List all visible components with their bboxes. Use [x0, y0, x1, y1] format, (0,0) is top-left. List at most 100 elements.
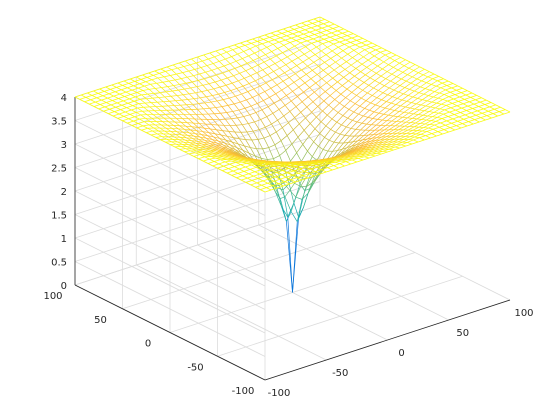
surface-mesh-segment	[118, 113, 125, 117]
surface-mesh-segment	[413, 113, 419, 115]
surface-mesh-segment	[342, 46, 350, 51]
surface-mesh	[74, 16, 511, 293]
surface-mesh-segment	[232, 170, 239, 174]
surface-mesh-segment	[240, 40, 247, 44]
surface-mesh-segment	[105, 84, 112, 88]
surface-mesh-segment	[225, 56, 232, 60]
surface-mesh-segment	[365, 74, 371, 79]
surface-mesh-segment	[439, 89, 446, 94]
surface-mesh-segment	[337, 30, 343, 34]
surface-mesh-segment	[257, 139, 263, 150]
surface-mesh-segment	[355, 63, 363, 69]
surface-mesh-segment	[133, 100, 140, 104]
surface-mesh-segment	[333, 43, 339, 48]
surface-mesh-segment	[138, 121, 145, 124]
surface-mesh-segment	[235, 149, 242, 154]
surface-mesh-segment	[181, 134, 187, 139]
surface-mesh-segment	[437, 129, 445, 132]
surface-mesh-segment	[416, 118, 422, 120]
surface-mesh-segment	[293, 82, 300, 88]
surface-mesh-segment	[352, 113, 359, 121]
surface-mesh-segment	[318, 96, 325, 102]
surface-mesh-segment	[133, 120, 139, 124]
surface-mesh-segment	[218, 163, 224, 167]
surface-mesh-segment	[148, 70, 155, 74]
surface-mesh-segment	[456, 87, 463, 91]
surface-mesh-segment	[122, 83, 129, 86]
surface-mesh-segment	[427, 76, 433, 80]
surface-mesh-segment	[372, 58, 380, 64]
surface-mesh-segment	[465, 112, 472, 116]
surface-mesh-segment	[376, 45, 382, 49]
surface-mesh-segment	[107, 95, 114, 99]
surface-mesh-segment	[330, 54, 338, 59]
wall-grid-line	[74, 181, 321, 262]
surface-mesh-segment	[261, 77, 267, 84]
surface-mesh-segment	[319, 125, 327, 134]
surface-mesh-segment	[374, 55, 380, 60]
surface-mesh-segment	[256, 148, 262, 159]
surface-mesh-segment	[300, 27, 306, 31]
surface-mesh-segment	[208, 83, 215, 90]
surface-mesh-segment	[180, 136, 187, 139]
surface-mesh-segment	[400, 101, 407, 107]
surface-mesh-segment	[148, 72, 154, 76]
surface-mesh-segment	[111, 84, 117, 88]
surface-mesh-segment	[291, 143, 297, 153]
surface-mesh-segment	[141, 129, 147, 133]
surface-mesh-segment	[488, 110, 494, 114]
surface-mesh-segment	[392, 91, 399, 97]
z-tick-label: 1.5	[51, 211, 67, 222]
surface-mesh-segment	[308, 34, 315, 37]
surface-mesh-segment	[222, 99, 229, 106]
surface-mesh-segment	[228, 131, 235, 133]
surface-mesh-segment	[238, 107, 246, 111]
surface-mesh-segment	[275, 89, 282, 95]
surface-mesh-segment	[200, 118, 206, 125]
surface-mesh-segment	[405, 118, 413, 123]
surface-mesh-segment	[285, 37, 292, 41]
surface-mesh-segment	[85, 97, 91, 101]
surface-mesh-segment	[132, 87, 139, 91]
surface-mesh-segment	[404, 87, 410, 90]
surface-mesh-segment	[215, 48, 223, 52]
surface-mesh-segment	[178, 62, 185, 67]
surface-mesh-segment	[133, 85, 139, 89]
surface-mesh-segment	[348, 30, 354, 34]
surface-mesh-segment	[225, 139, 231, 146]
surface-mesh-segment	[355, 42, 362, 46]
surface-mesh-segment	[281, 33, 287, 37]
surface-mesh-segment	[213, 61, 220, 64]
surface-mesh-segment	[286, 135, 293, 145]
surface-mesh-segment	[327, 69, 335, 75]
surface-mesh-segment	[312, 70, 318, 75]
surface-mesh-segment	[236, 124, 243, 126]
surface-mesh-segment	[346, 145, 352, 149]
surface-mesh-segment	[104, 91, 110, 95]
surface-mesh-segment	[114, 109, 121, 112]
surface-mesh-segment	[386, 101, 392, 104]
surface-mesh-segment	[328, 39, 335, 42]
surface-mesh-segment	[394, 60, 400, 64]
surface-mesh-segment	[80, 94, 87, 98]
surface-mesh-segment	[397, 116, 403, 118]
surface-mesh-segment	[483, 108, 489, 112]
surface-mesh-segment	[112, 113, 120, 117]
surface-mesh-segment	[336, 34, 342, 38]
surface-mesh-segment	[335, 131, 341, 135]
surface-mesh-segment	[157, 101, 163, 107]
surface-mesh-segment	[428, 127, 434, 130]
surface-mesh-segment	[419, 66, 425, 70]
surface-mesh-segment	[363, 110, 370, 117]
surface-mesh-segment	[327, 43, 334, 48]
surface-mesh-segment	[382, 119, 388, 121]
surface-mesh-segment	[340, 133, 345, 136]
surface-mesh-segment	[182, 131, 190, 134]
surface-mesh-segment	[303, 123, 311, 131]
surface-mesh-segment	[271, 167, 279, 171]
surface-mesh-segment	[333, 41, 340, 45]
surface-mesh-segment	[132, 105, 138, 109]
surface-mesh-segment	[388, 125, 396, 131]
surface-mesh-segment	[215, 79, 222, 83]
